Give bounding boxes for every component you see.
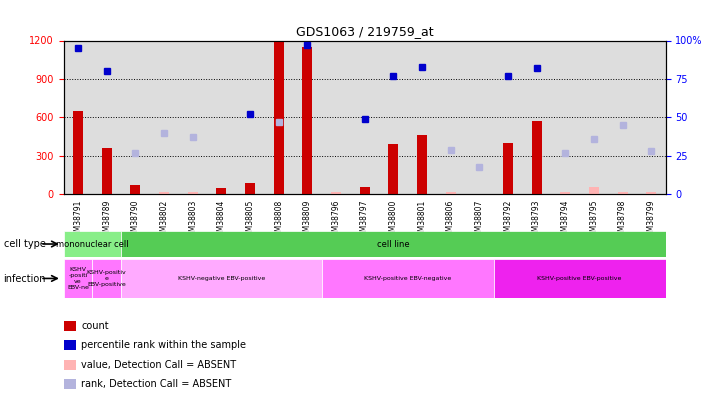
Bar bbox=[130, 185, 140, 194]
Bar bbox=[273, 43, 284, 194]
Bar bbox=[302, 47, 312, 194]
Bar bbox=[503, 143, 513, 194]
Bar bbox=[245, 183, 255, 194]
Bar bbox=[64, 259, 92, 298]
Bar bbox=[493, 259, 666, 298]
Text: KSHV-positiv
e
EBV-positive: KSHV-positiv e EBV-positive bbox=[87, 270, 127, 287]
Bar bbox=[188, 192, 198, 194]
Text: count: count bbox=[81, 321, 109, 331]
Text: KSHV-negative EBV-positive: KSHV-negative EBV-positive bbox=[178, 276, 265, 281]
Bar bbox=[589, 187, 599, 194]
Text: percentile rank within the sample: percentile rank within the sample bbox=[81, 341, 246, 350]
Bar bbox=[73, 111, 83, 194]
Bar bbox=[159, 192, 169, 194]
Text: value, Detection Call = ABSENT: value, Detection Call = ABSENT bbox=[81, 360, 236, 370]
Bar bbox=[560, 192, 570, 194]
Bar bbox=[331, 192, 341, 194]
Text: cell line: cell line bbox=[377, 239, 410, 249]
Bar bbox=[321, 259, 493, 298]
Title: GDS1063 / 219759_at: GDS1063 / 219759_at bbox=[296, 25, 433, 38]
Bar bbox=[617, 192, 627, 194]
Bar bbox=[388, 145, 399, 194]
Text: KSHV
-positi
ve
EBV-ne: KSHV -positi ve EBV-ne bbox=[67, 267, 89, 290]
Bar bbox=[217, 188, 227, 194]
Text: cell type: cell type bbox=[4, 239, 45, 249]
Bar bbox=[646, 192, 656, 194]
Bar bbox=[102, 148, 112, 194]
Text: infection: infection bbox=[4, 274, 46, 284]
Bar bbox=[417, 135, 427, 194]
Text: KSHV-positive EBV-positive: KSHV-positive EBV-positive bbox=[537, 276, 622, 281]
Bar bbox=[532, 121, 542, 194]
Text: mononuclear cell: mononuclear cell bbox=[56, 239, 129, 249]
Bar bbox=[92, 259, 121, 298]
Text: rank, Detection Call = ABSENT: rank, Detection Call = ABSENT bbox=[81, 379, 232, 389]
Text: KSHV-positive EBV-negative: KSHV-positive EBV-negative bbox=[364, 276, 451, 281]
Bar bbox=[360, 188, 370, 194]
Bar bbox=[121, 259, 321, 298]
Bar bbox=[445, 192, 456, 194]
Bar bbox=[64, 231, 121, 257]
